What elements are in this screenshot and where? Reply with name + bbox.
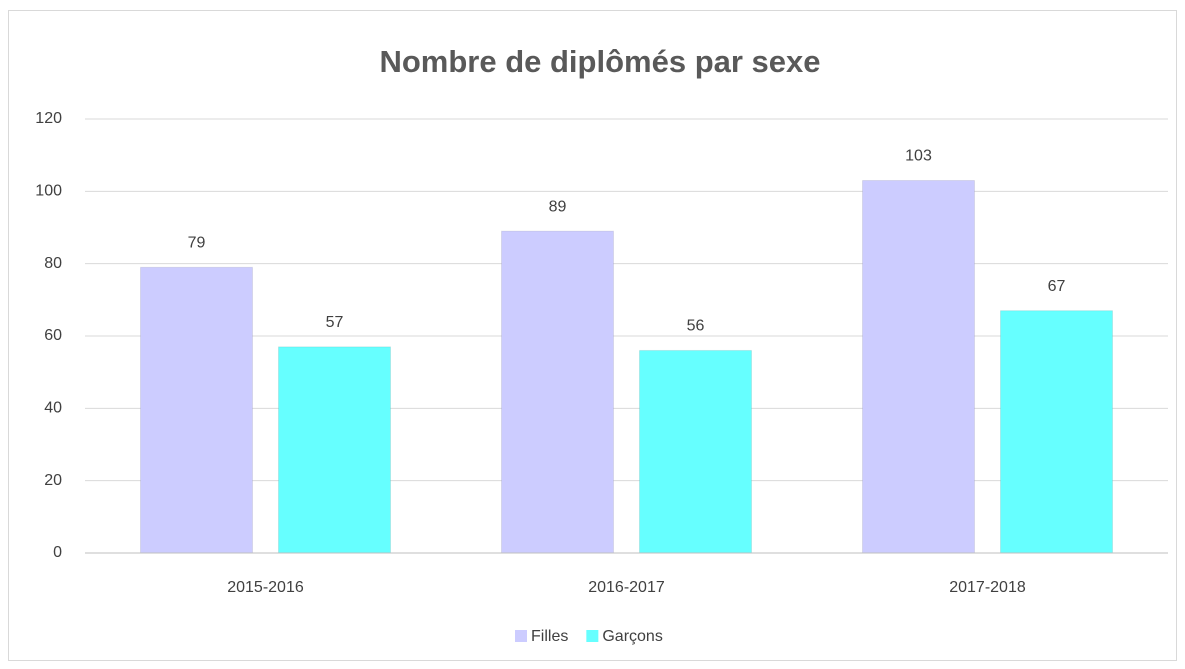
legend-swatch [586,630,599,642]
x-tick-label: 2017-2018 [949,579,1026,596]
bar [140,266,253,554]
data-label: 67 [1048,278,1066,295]
legend-label: Garçons [602,628,662,645]
y-tick-label: 120 [35,110,62,127]
chart-title: Nombre de diplômés par sexe [379,44,820,79]
x-tick-label: 2015-2016 [227,579,304,596]
y-tick-label: 100 [35,183,62,200]
data-label: 79 [188,235,206,252]
legend-swatch [515,630,527,642]
legend-label: Filles [531,628,568,645]
data-label: 103 [905,148,932,165]
bar [501,230,614,554]
y-tick-label: 0 [53,544,62,561]
y-tick-label: 60 [44,327,62,344]
bar [1000,310,1113,554]
y-tick-label: 20 [44,472,62,489]
x-tick-label: 2016-2017 [588,579,665,596]
bar [639,349,752,554]
data-label: 56 [687,318,705,335]
bar [862,179,975,554]
data-label: 89 [549,198,567,215]
bar [278,346,391,554]
data-label: 57 [326,314,344,331]
y-tick-label: 80 [44,255,62,272]
y-tick-label: 40 [44,400,62,417]
